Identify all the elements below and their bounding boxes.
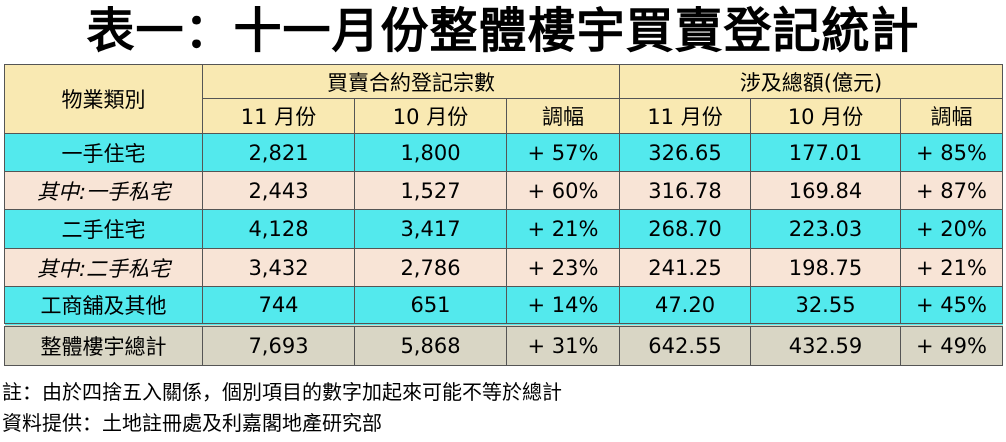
table-cell: 744 [202, 286, 355, 325]
table-cell: + 31% [505, 322, 621, 366]
table-cell: 2,443 [202, 171, 355, 210]
table-row-total: 整體樓宇總計 7,693 5,868 + 31% 642.55 432.59 +… [4, 322, 1004, 366]
row-label: 其中:二手私宅 [4, 248, 203, 287]
table-cell: 241.25 [619, 248, 752, 287]
table-cell: 47.20 [619, 286, 752, 325]
table-cell: 177.01 [750, 133, 902, 172]
table-cell: + 85% [900, 133, 1004, 172]
table-cell: 3,417 [354, 209, 507, 249]
statistics-table: 物業類別 買賣合約登記宗數 涉及總額(億元) 11 月份 10 月份 調幅 11… [4, 64, 1004, 366]
table-cell: 169.84 [750, 171, 902, 210]
table-cell: + 14% [505, 286, 621, 325]
source-note: 資料提供：土地註冊處及利嘉閣地產研究部 [2, 411, 382, 435]
table-row: 一手住宅 2,821 1,800 + 57% 326.65 177.01 + 8… [4, 133, 1004, 172]
table-cell: 268.70 [619, 209, 752, 249]
rounding-note: 註：由於四捨五入關係，個別項目的數字加起來可能不等於總計 [2, 380, 562, 404]
table-cell: 3,432 [202, 248, 355, 287]
table-row: 其中:一手私宅 2,443 1,527 + 60% 316.78 169.84 … [4, 171, 1004, 210]
table-cell: 432.59 [750, 322, 902, 366]
table-cell: 326.65 [619, 133, 752, 172]
page-title: 表一：十一月份整體樓宇買賣登記統計 [86, 3, 920, 59]
table-row: 其中:二手私宅 3,432 2,786 + 23% 241.25 198.75 … [4, 248, 1004, 287]
category-header: 物業類別 [4, 64, 203, 134]
sub-header: 調幅 [505, 98, 621, 134]
table-cell: 32.55 [750, 286, 902, 325]
table-cell: 223.03 [750, 209, 902, 249]
table-cell: 1,527 [354, 171, 507, 210]
table-row: 工商舖及其他 744 651 + 14% 47.20 32.55 + 45% [4, 286, 1004, 325]
group-header-amount: 涉及總額(億元) [619, 64, 1004, 99]
row-label: 整體樓宇總計 [4, 322, 203, 366]
table-cell: + 49% [900, 322, 1004, 366]
table-cell: + 57% [505, 133, 621, 172]
table-cell: + 21% [505, 209, 621, 249]
table-cell: 1,800 [354, 133, 507, 172]
table-cell: + 45% [900, 286, 1004, 325]
row-label: 工商舖及其他 [4, 286, 203, 325]
row-label: 一手住宅 [4, 133, 203, 172]
table-cell: + 21% [900, 248, 1004, 287]
table-cell: 4,128 [202, 209, 355, 249]
sub-header: 11 月份 [619, 98, 752, 134]
table-cell: + 60% [505, 171, 621, 210]
table-cell: 5,868 [354, 322, 507, 366]
sub-header: 調幅 [900, 98, 1004, 134]
table-cell: 316.78 [619, 171, 752, 210]
table-row: 二手住宅 4,128 3,417 + 21% 268.70 223.03 + 2… [4, 209, 1004, 249]
sub-header: 10 月份 [750, 98, 902, 134]
sub-header: 11 月份 [202, 98, 355, 134]
table-cell: 198.75 [750, 248, 902, 287]
table-cell: 642.55 [619, 322, 752, 366]
table-cell: + 87% [900, 171, 1004, 210]
table-cell: + 23% [505, 248, 621, 287]
row-label: 其中:一手私宅 [4, 171, 203, 210]
table-cell: + 20% [900, 209, 1004, 249]
group-header-count: 買賣合約登記宗數 [201, 64, 621, 99]
table-cell: 7,693 [202, 322, 355, 366]
table-cell: 651 [354, 286, 507, 325]
sub-header: 10 月份 [354, 98, 507, 134]
row-label: 二手住宅 [4, 209, 203, 249]
table-cell: 2,821 [202, 133, 355, 172]
table-cell: 2,786 [354, 248, 507, 287]
